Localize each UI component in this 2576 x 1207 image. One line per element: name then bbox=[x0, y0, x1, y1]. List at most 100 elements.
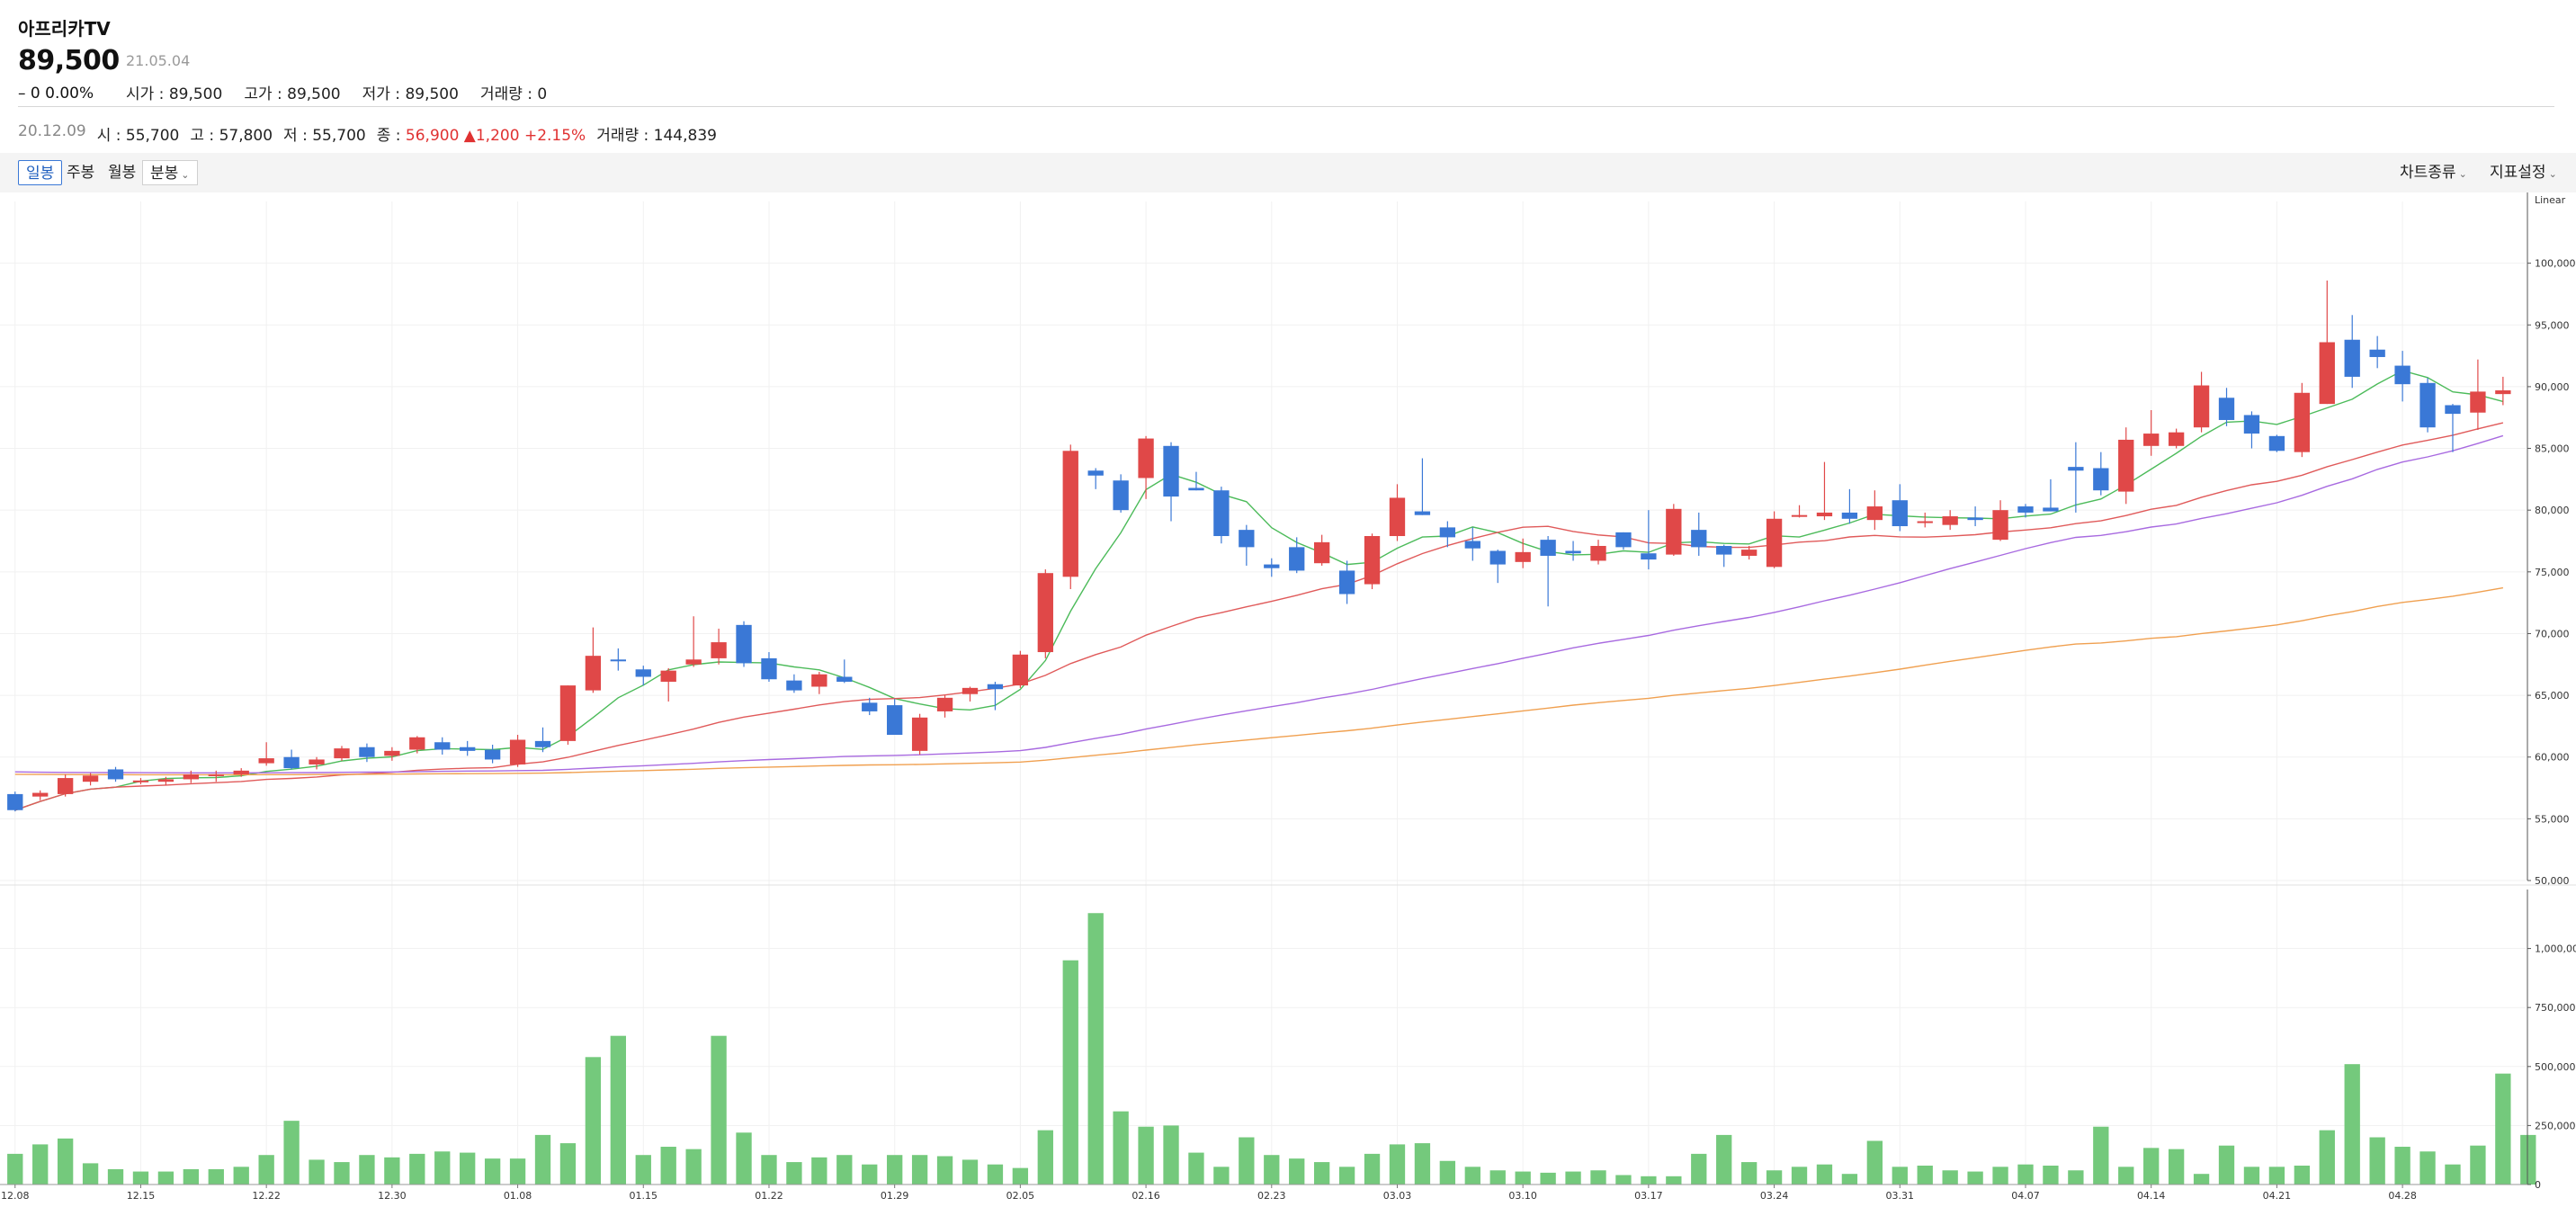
time-tick-label: 01.08 bbox=[504, 1190, 532, 1202]
volume-bar bbox=[1992, 1167, 2008, 1185]
volume-bar bbox=[434, 1151, 451, 1185]
axes: Linear 50,000 55,000 60,000 65,000 70,000 75,… bbox=[0, 192, 2576, 1202]
volume-bar bbox=[1615, 1175, 1632, 1185]
volume-bar bbox=[2394, 1147, 2411, 1185]
volume-bar bbox=[1816, 1164, 1833, 1185]
scale-label[interactable]: Linear bbox=[2535, 194, 2566, 206]
candle-body bbox=[208, 773, 224, 776]
candlesticks bbox=[7, 280, 2511, 812]
volume-bar bbox=[1942, 1170, 1958, 1185]
volume-bar bbox=[711, 1035, 727, 1185]
volume-bar bbox=[2319, 1130, 2335, 1185]
volume-bar bbox=[1439, 1160, 1456, 1185]
candle-body bbox=[761, 657, 777, 680]
candle-body bbox=[1062, 451, 1078, 577]
candle-body bbox=[1364, 536, 1381, 585]
volume-bar bbox=[1087, 913, 1104, 1185]
info-volume-label: 거래량 bbox=[596, 127, 640, 145]
volume-bar bbox=[2369, 1137, 2385, 1185]
candle-body bbox=[1967, 517, 1983, 521]
volume-bar bbox=[1565, 1171, 1581, 1185]
indicator-settings-dropdown[interactable]: 지표설정 ⌄ bbox=[2490, 160, 2557, 185]
volume-bar bbox=[1313, 1162, 1330, 1185]
candle-body bbox=[258, 758, 274, 764]
tab-minute[interactable]: 분봉 ⌄ bbox=[142, 160, 198, 185]
candle-body bbox=[1012, 654, 1029, 686]
candle-body bbox=[862, 702, 878, 711]
ma60-line bbox=[14, 434, 2504, 773]
candle-body bbox=[32, 792, 49, 797]
candle-body bbox=[1037, 573, 1053, 653]
candle-body bbox=[1540, 540, 1556, 556]
candle-body bbox=[2495, 390, 2511, 395]
candle-body bbox=[1439, 527, 1456, 538]
tab-daily[interactable]: 일봉 bbox=[18, 160, 63, 185]
candle-body bbox=[685, 659, 702, 665]
volume-bar bbox=[2268, 1167, 2285, 1185]
candle-body bbox=[82, 775, 99, 782]
time-tick-label: 12.08 bbox=[1, 1190, 30, 1202]
price-tick-label: 85,000 bbox=[2535, 443, 2570, 455]
volume-bar bbox=[2068, 1170, 2084, 1185]
candle-body bbox=[1188, 487, 1204, 491]
volume-bar bbox=[685, 1149, 702, 1185]
volume-bar bbox=[359, 1155, 375, 1185]
price-tick-label: 100,000 bbox=[2535, 258, 2576, 270]
price-change: – 0 0.00% bbox=[18, 85, 94, 103]
candle-body bbox=[1917, 521, 1933, 523]
volume-tick-label: 0 bbox=[2535, 1179, 2541, 1191]
high-label: 고가 bbox=[244, 85, 273, 103]
chevron-down-icon: ⌄ bbox=[2458, 168, 2467, 180]
chart-type-dropdown[interactable]: 차트종류 ⌄ bbox=[2400, 160, 2467, 185]
candle-body bbox=[2319, 342, 2335, 405]
info-high-label: 고 bbox=[190, 127, 205, 145]
volume-bar bbox=[1163, 1125, 1179, 1185]
info-high-value: 57,800 bbox=[219, 127, 273, 145]
candle-body bbox=[1791, 514, 1808, 517]
price-tick-label: 95,000 bbox=[2535, 319, 2570, 331]
high-value: 89,500 bbox=[287, 85, 341, 103]
volume-bar bbox=[1866, 1140, 1883, 1185]
grid-lines bbox=[0, 201, 2526, 1185]
candle-body bbox=[1389, 497, 1406, 537]
candle-body bbox=[1816, 512, 1833, 517]
volume-bar bbox=[32, 1144, 49, 1185]
info-high: 고 : 57,800 bbox=[190, 127, 273, 145]
candle-body bbox=[660, 670, 676, 682]
price-tick-label: 70,000 bbox=[2535, 628, 2570, 639]
volume-bar bbox=[1590, 1170, 1606, 1185]
volume-bar bbox=[1892, 1167, 1908, 1185]
candle-body bbox=[1087, 470, 1104, 476]
candle-body bbox=[2369, 349, 2385, 357]
volume-bar bbox=[887, 1155, 903, 1185]
volume-label: 거래량 bbox=[479, 85, 523, 103]
candle-body bbox=[2470, 391, 2486, 413]
price-volume-chart[interactable]: Linear 50,000 55,000 60,000 65,000 70,000 75,… bbox=[0, 192, 2576, 1207]
volume-bar bbox=[736, 1132, 752, 1185]
volume-bar bbox=[309, 1159, 325, 1185]
tab-weekly[interactable]: 주봉 bbox=[67, 164, 95, 182]
candle-body bbox=[7, 793, 23, 810]
chart-type-label: 차트종류 bbox=[2400, 164, 2456, 182]
time-tick-label: 12.15 bbox=[127, 1190, 156, 1202]
candle-body bbox=[635, 669, 651, 677]
chevron-down-icon: ⌄ bbox=[2548, 168, 2557, 180]
info-close-value: 56,900 bbox=[405, 127, 460, 145]
tab-monthly[interactable]: 월봉 bbox=[108, 164, 137, 182]
candle-body bbox=[1942, 516, 1958, 525]
volume-bar bbox=[2520, 1134, 2536, 1185]
volume-bars bbox=[7, 913, 2536, 1185]
time-tick-label: 03.03 bbox=[1383, 1190, 1412, 1202]
candle-body bbox=[534, 740, 551, 747]
candle-body bbox=[2419, 382, 2436, 428]
volume-bar bbox=[1012, 1167, 1029, 1185]
candle-body bbox=[736, 624, 752, 664]
candle-body bbox=[1691, 530, 1707, 548]
volume-bar bbox=[1666, 1176, 1682, 1185]
high-summary: 고가 : 89,500 bbox=[244, 85, 341, 103]
volume-bar bbox=[1791, 1167, 1808, 1185]
candle-body bbox=[936, 697, 953, 711]
candle-body bbox=[1666, 508, 1682, 555]
candle-body bbox=[1213, 490, 1230, 537]
time-tick-label: 03.31 bbox=[1886, 1190, 1915, 1202]
